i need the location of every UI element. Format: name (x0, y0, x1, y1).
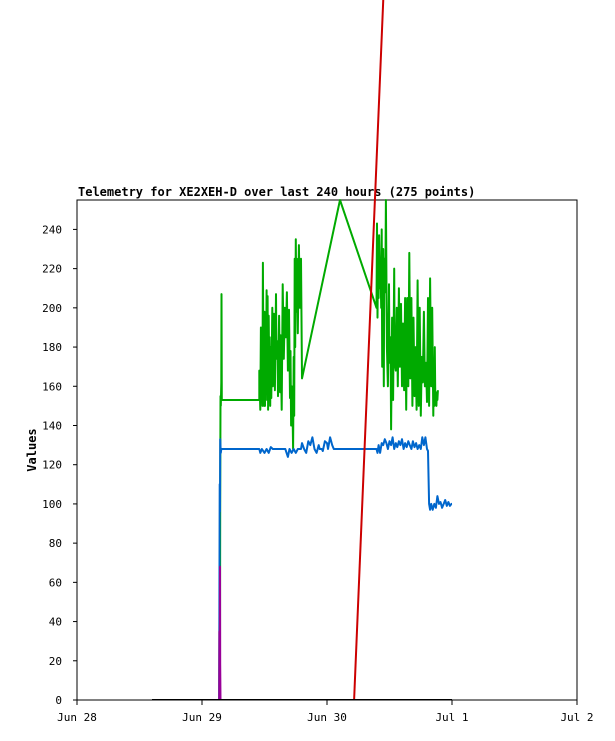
y-tick-label-80: 80 (49, 537, 62, 550)
y-tick-label-200: 200 (42, 302, 62, 315)
series-line-3 (218, 565, 222, 700)
x-tick-label-0: Jun 28 (57, 711, 97, 724)
series-line-2 (353, 199, 376, 701)
series-line-0 (218, 199, 439, 700)
chart-title: Telemetry for XE2XEH-D over last 240 hou… (78, 185, 475, 199)
series-line-1 (218, 436, 453, 700)
x-tick-label-2: Jun 30 (307, 711, 347, 724)
y-tick-label-160: 160 (42, 380, 62, 393)
y-tick-label-120: 120 (42, 459, 62, 472)
x-axis: Jun 28 Jun 29 Jun 30 Jul 1 Jul 2 (57, 700, 594, 724)
y-tick-label-180: 180 (42, 341, 62, 354)
y-tick-label-100: 100 (42, 498, 62, 511)
y-axis-label: Values (25, 428, 39, 471)
y-tick-label-220: 220 (42, 263, 62, 276)
x-tick-label-4: Jul 2 (560, 711, 593, 724)
y-tick-label-0: 0 (55, 694, 62, 707)
y-axis: 0 20 40 60 80 100 120 140 160 180 200 220 240 (42, 223, 77, 707)
series-layer (152, 0, 453, 701)
y-tick-label-20: 20 (49, 655, 62, 668)
series-line-2-extension (373, 0, 385, 201)
y-tick-label-40: 40 (49, 616, 62, 629)
y-tick-label-60: 60 (49, 576, 62, 589)
y-tick-label-140: 140 (42, 419, 62, 432)
x-tick-label-3: Jul 1 (435, 711, 468, 724)
y-tick-label-240: 240 (42, 223, 62, 236)
plot-frame (76, 199, 578, 701)
x-tick-label-1: Jun 29 (182, 711, 222, 724)
